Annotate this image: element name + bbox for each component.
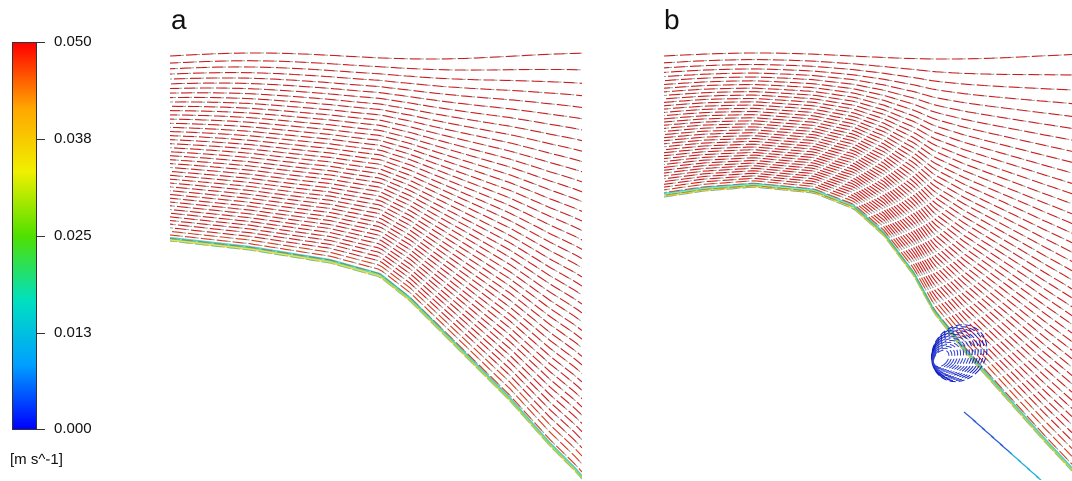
tickmark — [36, 42, 45, 43]
velocity-legend: 0.050 0.038 0.025 0.013 0.000 [m s^-1] — [0, 0, 150, 481]
tickmark — [36, 429, 45, 430]
tickmark — [36, 236, 45, 237]
colorbar-tick-max: 0.050 — [54, 33, 92, 50]
colorbar-tick-min: 0.000 — [54, 420, 92, 437]
colorbar-units: [m s^-1] — [10, 451, 63, 468]
colorbar-tick-2: 0.038 — [54, 130, 92, 147]
vector-plot-panel-b — [664, 52, 1072, 480]
colorbar-tick-3: 0.025 — [54, 227, 92, 244]
velocity-colorbar — [12, 42, 37, 430]
tickmark — [36, 139, 45, 140]
tickmark — [36, 333, 45, 334]
panel-label-b: b — [664, 4, 680, 35]
panel-label-a: a — [171, 4, 187, 35]
colorbar-tick-4: 0.013 — [54, 324, 92, 341]
vector-plot-panel-a — [170, 52, 582, 480]
